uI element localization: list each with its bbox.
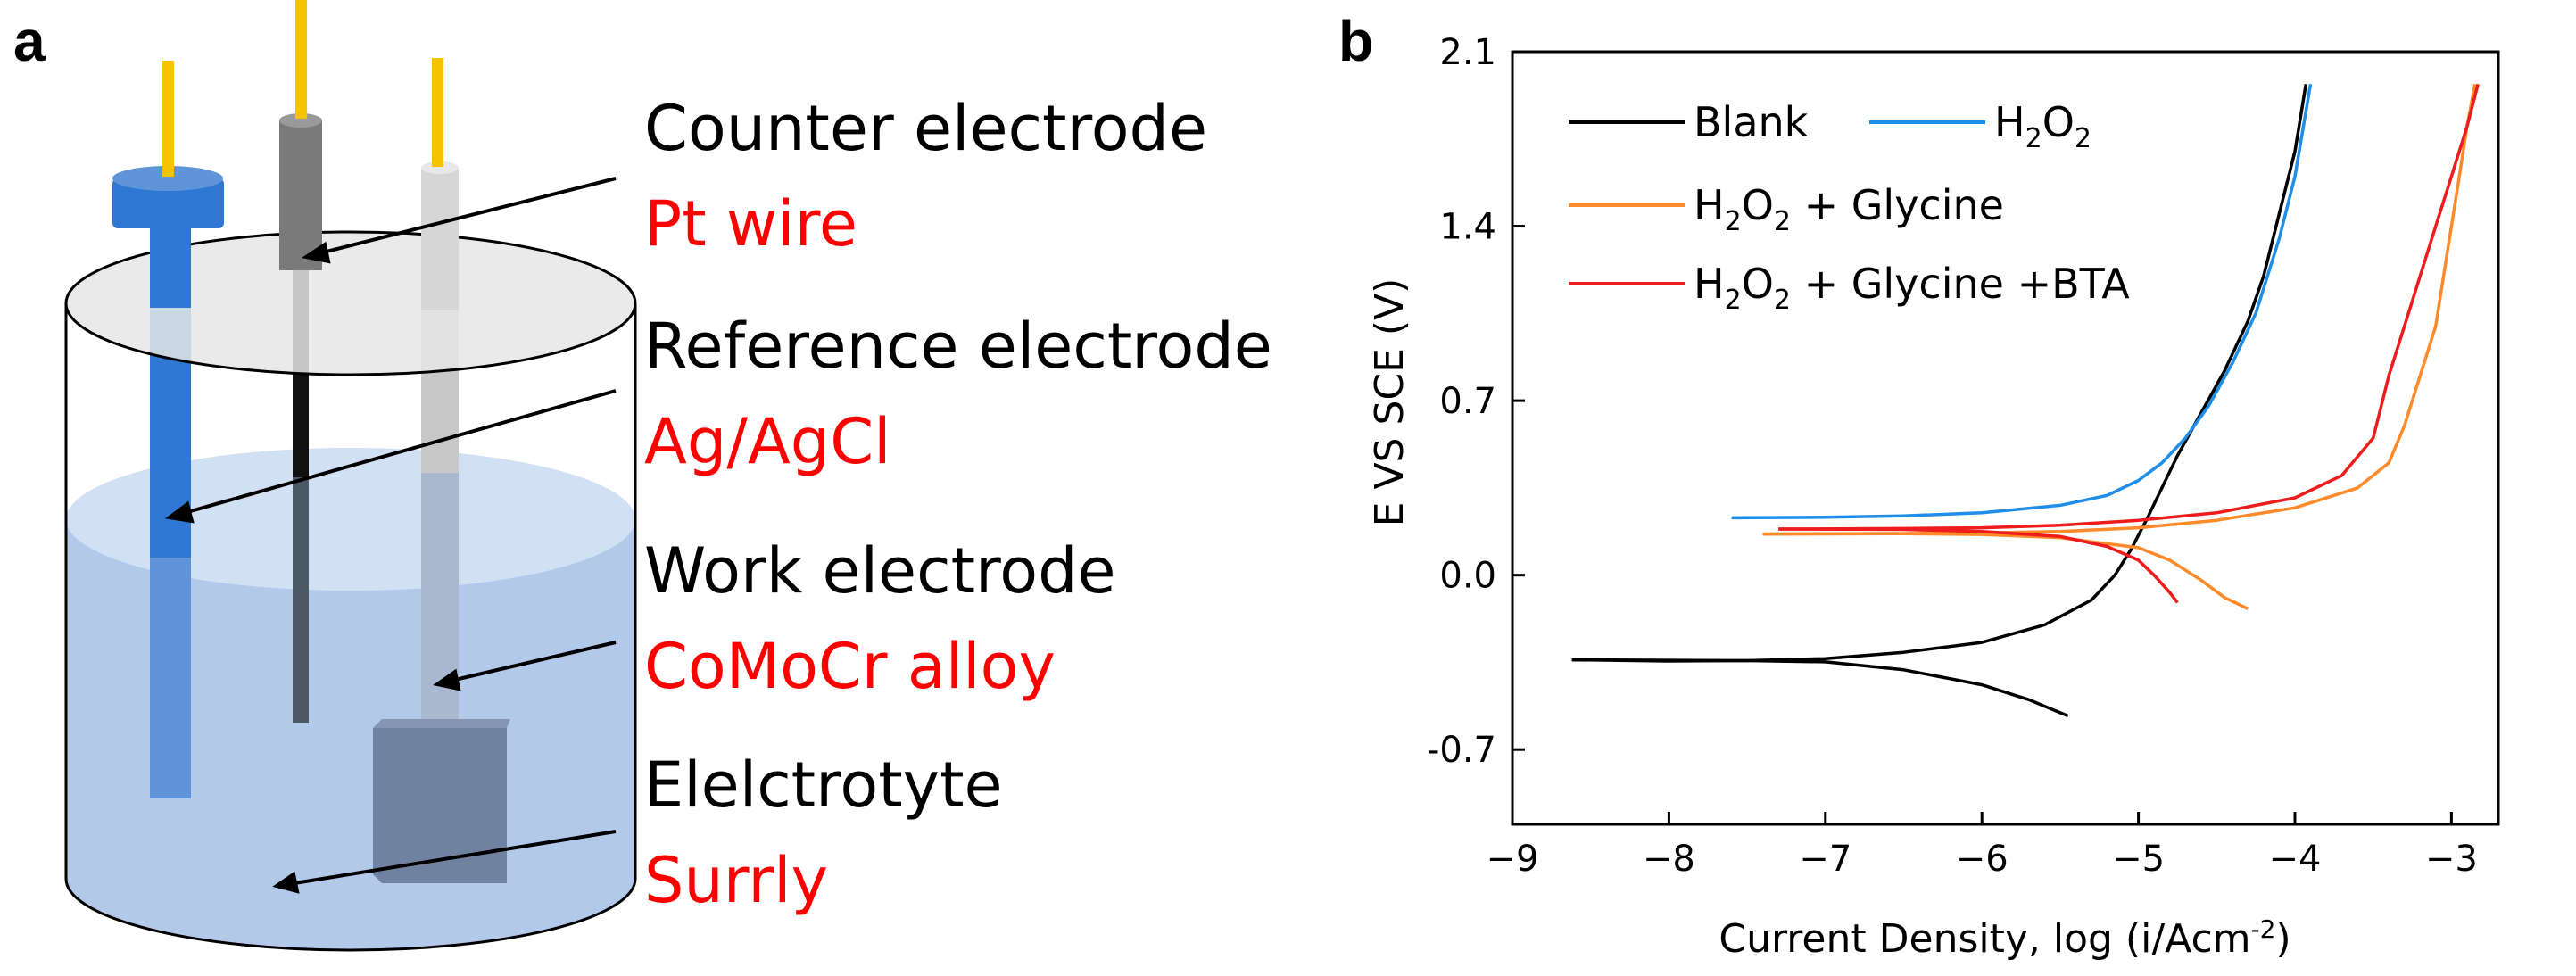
x-axis-title-superscript: -2 bbox=[2251, 914, 2276, 944]
axis-ticks: −9 −8 −7 −6 −5 −4 −3 2.1 1.4 0.7 0.0 -0.7 bbox=[1427, 32, 2478, 880]
pointer-arrows bbox=[165, 177, 617, 894]
work-electrode-wire bbox=[432, 58, 443, 167]
beaker-bottom bbox=[64, 878, 637, 952]
legend-text-part: + Glycine +BTA bbox=[1791, 260, 2130, 308]
electrochemical-cell-illustration bbox=[64, 0, 637, 952]
work-electrode-label: Work electrode bbox=[644, 534, 1116, 608]
counter-electrode-holder-top bbox=[279, 113, 322, 128]
series-line-2-1 bbox=[1762, 532, 2249, 610]
legend-label-3: H2O2 + Glycine +BTA bbox=[1694, 260, 2130, 316]
y-tick-label: -0.7 bbox=[1427, 730, 1496, 771]
work-electrode-upper bbox=[421, 168, 459, 310]
plot-frame bbox=[1511, 50, 2500, 826]
legend-text-part: 2 bbox=[1774, 206, 1791, 237]
electrolyte-surface bbox=[66, 448, 635, 591]
reference-electrode-wire bbox=[162, 61, 174, 177]
panel-a-letter: a bbox=[13, 9, 46, 73]
series-line-3-0 bbox=[1778, 83, 2480, 531]
reference-electrode-material: Ag/AgCl bbox=[644, 405, 891, 478]
y-tick-label: 2.1 bbox=[1439, 32, 1496, 73]
series-line-0-1 bbox=[1571, 658, 2069, 718]
series-line-2-0 bbox=[1762, 83, 2477, 536]
electrolyte-pointer bbox=[294, 830, 617, 885]
legend-text-part: 2 bbox=[1725, 285, 1742, 316]
work-electrode-top bbox=[421, 161, 459, 174]
cell-lid bbox=[64, 230, 637, 376]
reference-electrode-upper bbox=[150, 223, 191, 308]
counter-electrode-holder bbox=[279, 120, 322, 270]
alloy-block-top bbox=[373, 719, 510, 728]
legend-text-part: 2 bbox=[2025, 123, 2042, 154]
alloy-block bbox=[373, 728, 507, 883]
counter-electrode-wire bbox=[295, 0, 307, 119]
y-axis-title: E VS SCE (V) bbox=[1367, 278, 1412, 527]
y-tick-label: 1.4 bbox=[1439, 207, 1496, 248]
work-electrode-pointer bbox=[454, 641, 617, 682]
counter-electrode-label: Counter electrode bbox=[644, 92, 1207, 165]
series-line-3-1 bbox=[1778, 527, 2179, 604]
panel-b-letter: b bbox=[1338, 9, 1373, 73]
electrolyte-arrowhead bbox=[272, 871, 300, 894]
legend-label-1: H2O2 bbox=[1994, 98, 2091, 154]
x-tick-label: −8 bbox=[1643, 839, 1695, 880]
work-electrode-material: CoMoCr alloy bbox=[644, 630, 1056, 703]
y-tick-label: 0.7 bbox=[1439, 381, 1496, 422]
y-tick-label: 0.0 bbox=[1439, 556, 1496, 597]
counter-electrode-pointer bbox=[322, 177, 617, 254]
panel-b: b −9 −8 −7 −6 −5 −4 −32.11.40.70.0-0.7 Blank H2… bbox=[1338, 9, 2500, 962]
x-axis-title: Current Density, log (i/Acm-2) bbox=[1719, 914, 2290, 962]
legend-text-part: O bbox=[2042, 98, 2075, 146]
legend-text-part: H bbox=[1994, 98, 2025, 146]
x-tick-label: −4 bbox=[2268, 839, 2321, 880]
legend-text-part: 2 bbox=[1725, 206, 1742, 237]
series-line-1-0 bbox=[1731, 84, 2313, 520]
legend-text-part: Blank bbox=[1694, 98, 1809, 146]
x-tick-label: −7 bbox=[1799, 839, 1851, 880]
reference-electrode-cap bbox=[112, 178, 224, 228]
legend-label-2: H2O2 + Glycine bbox=[1694, 181, 2004, 237]
series-layer bbox=[1571, 83, 2480, 718]
reference-electrode-cap-top bbox=[112, 166, 223, 191]
reference-electrode-arrowhead bbox=[165, 500, 195, 524]
counter-electrode-arrowhead bbox=[301, 241, 331, 264]
legend-text-part: + Glycine bbox=[1791, 181, 2004, 229]
panel-a: a bbox=[13, 0, 1272, 952]
x-tick-label: −3 bbox=[2425, 839, 2478, 880]
legend-text-part: H bbox=[1694, 181, 1725, 229]
legend-text-part: O bbox=[1742, 260, 1774, 308]
x-axis-title-main: Current Density, log (i/Acm bbox=[1719, 916, 2250, 962]
x-tick-label: −5 bbox=[2112, 839, 2165, 880]
reference-electrode-label: Reference electrode bbox=[644, 310, 1272, 383]
x-tick-label: −9 bbox=[1487, 839, 1539, 880]
legend-text-part: H bbox=[1694, 260, 1725, 308]
component-labels: Counter electrode Pt wire Reference elec… bbox=[644, 92, 1272, 917]
reference-electrode-pointer bbox=[186, 389, 617, 514]
legend-text-part: 2 bbox=[1774, 285, 1791, 316]
legend-label-0: Blank bbox=[1694, 98, 1809, 146]
work-electrode-arrowhead bbox=[433, 668, 461, 691]
legend-text-part: 2 bbox=[2075, 123, 2091, 154]
electrolyte-label: Elelctrotyte bbox=[644, 749, 1003, 822]
legend-text-part: O bbox=[1742, 181, 1774, 229]
x-tick-label: −6 bbox=[1956, 839, 2009, 880]
series-line-0-0 bbox=[1571, 84, 2308, 663]
electrolyte-material: Surrly bbox=[644, 844, 828, 917]
x-axis-title-end: ) bbox=[2275, 916, 2290, 962]
counter-electrode-material: Pt wire bbox=[644, 187, 857, 261]
